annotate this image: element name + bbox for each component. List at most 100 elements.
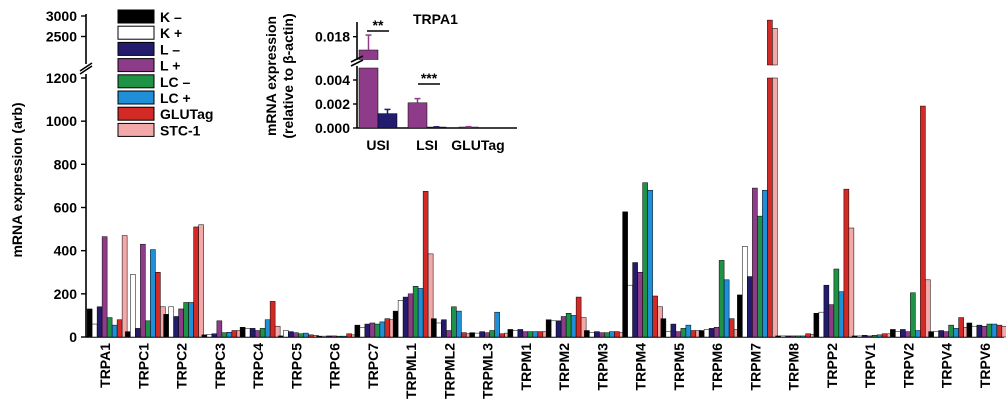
- bar: [685, 324, 692, 338]
- bar: [316, 335, 322, 338]
- inset-y-tick-label: 0.004: [315, 72, 350, 88]
- bar: [173, 316, 179, 338]
- x-tick-label: TRPM8: [786, 343, 802, 391]
- bar: [948, 324, 954, 338]
- bar: [532, 331, 539, 338]
- bar: [341, 335, 347, 338]
- y-tick-label: 1000: [46, 113, 77, 129]
- bar: [925, 279, 931, 338]
- bar: [512, 330, 519, 338]
- bar: [856, 335, 863, 338]
- y-tick-label: 600: [54, 200, 78, 216]
- x-tick-label: TRPC3: [212, 343, 228, 389]
- bar: [201, 334, 208, 338]
- bar: [876, 334, 883, 338]
- bar: [402, 296, 409, 338]
- bar: [507, 329, 514, 338]
- bar: [632, 262, 638, 338]
- bar: [130, 274, 136, 338]
- y-tick-label: 0: [69, 329, 77, 345]
- bar: [527, 331, 534, 338]
- bar: [599, 332, 605, 338]
- bar: [866, 335, 873, 338]
- bar: [752, 187, 758, 338]
- y-tick-label: 200: [54, 286, 78, 302]
- bar: [484, 332, 490, 338]
- bar: [991, 323, 998, 338]
- bar: [767, 19, 773, 66]
- bar: [331, 335, 337, 338]
- bar: [871, 335, 878, 338]
- bar: [269, 301, 276, 338]
- x-tick-label: TRPM2: [556, 343, 572, 391]
- bar: [288, 331, 294, 338]
- bar: [326, 335, 332, 338]
- bar: [91, 323, 98, 338]
- bar: [96, 306, 103, 338]
- bar: [690, 330, 697, 338]
- bar: [996, 324, 1003, 338]
- y-tick-label: 3000: [46, 8, 77, 24]
- inset-x-tick-label: LSI: [416, 137, 438, 153]
- bar: [244, 328, 251, 338]
- bar: [254, 330, 261, 338]
- x-tick-label: TRPM1: [518, 343, 534, 391]
- bar: [833, 268, 840, 338]
- x-tick-label: TRPML3: [480, 343, 496, 399]
- bar: [308, 334, 314, 338]
- x-tick-label: TRPM5: [671, 343, 687, 391]
- inset-chart-trpa1: 0.000 0.002 0.004 0.018 mRNA expression (rela…: [263, 11, 517, 153]
- bar: [125, 331, 131, 338]
- bar: [614, 331, 620, 338]
- y-tick-label: 2500: [46, 29, 77, 45]
- bar: [517, 329, 524, 338]
- bar: [274, 325, 281, 338]
- inset-y-tick-label: 0.018: [315, 29, 350, 45]
- bar: [150, 249, 156, 338]
- bar: [436, 322, 442, 338]
- x-tick-label: TRPC5: [288, 343, 304, 389]
- bar: [293, 332, 299, 338]
- bar: [723, 279, 730, 338]
- bar: [364, 323, 371, 338]
- x-tick-label: TRPV6: [977, 343, 993, 388]
- bar: [737, 294, 743, 338]
- bar: [665, 331, 672, 338]
- bar: [135, 328, 141, 338]
- legend-label: GLUTag: [160, 106, 213, 122]
- bar: [652, 295, 658, 338]
- bar: [627, 284, 633, 338]
- bar: [580, 317, 587, 338]
- bar: [920, 105, 926, 338]
- y-axis-label: mRNA expression (arb): [9, 102, 25, 257]
- x-tick-label: TRPC2: [174, 343, 190, 389]
- bar: [848, 227, 855, 338]
- legend-swatch: [117, 74, 155, 89]
- bar: [111, 324, 118, 338]
- bar: [155, 272, 161, 338]
- x-tick-label: TRPC6: [327, 343, 343, 389]
- bar: [976, 324, 983, 338]
- bar: [843, 188, 850, 338]
- inset-x-tick-label: USI: [366, 137, 389, 153]
- main-chart-labels: TRPA1 TRPC1 TRPC2 TRPC3 TRPC4 TRPC5 TRPC6 TRPC7…: [97, 343, 993, 399]
- inset-y-tick-label: 0.000: [315, 120, 350, 136]
- bar: [772, 28, 778, 66]
- bar: [336, 335, 342, 338]
- main-chart-bars: [86, 19, 1006, 338]
- bar: [106, 317, 113, 338]
- inset-y-axis-label: mRNA expression: [263, 16, 279, 136]
- bar: [767, 77, 773, 338]
- bar: [609, 331, 615, 338]
- bar: [264, 319, 271, 338]
- bar: [785, 335, 791, 338]
- bar: [101, 236, 108, 338]
- bar: [915, 330, 921, 338]
- bar: [772, 77, 778, 338]
- x-tick-label: TRPM7: [747, 343, 763, 391]
- bar: [881, 333, 888, 338]
- bar: [211, 333, 218, 338]
- legend-swatch: [117, 90, 155, 105]
- x-tick-label: TRPM3: [594, 343, 610, 391]
- bar: [570, 315, 577, 338]
